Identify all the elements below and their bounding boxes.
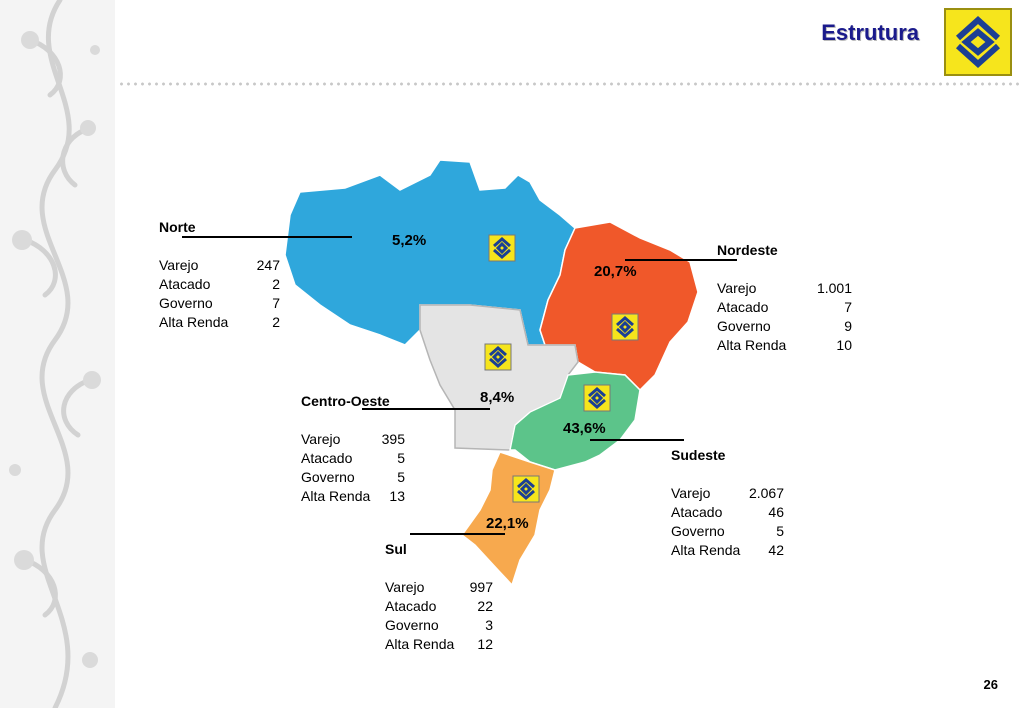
region-block-nordeste: Nordeste Varejo 1.001 Atacado 7 Governo 9 A…	[717, 241, 852, 355]
banco-do-brasil-marker-icon	[511, 474, 541, 504]
banco-do-brasil-marker-icon	[483, 342, 513, 372]
list-item: Varejo 997	[385, 579, 493, 595]
region-block-norte: Norte Varejo 247 Atacado 2 Governo 7 Alta R…	[159, 218, 280, 332]
list-item: Governo 9	[717, 318, 852, 334]
list-item: Varejo 395	[301, 431, 405, 447]
banco-do-brasil-marker-icon	[582, 383, 612, 413]
list-item: Varejo 247	[159, 257, 280, 273]
list-item: Alta Renda 2	[159, 314, 280, 330]
share-label-sul: 22,1%	[486, 515, 529, 532]
list-item: Atacado 7	[717, 299, 852, 315]
dotted-divider	[118, 82, 1023, 86]
list-item: Varejo 2.067	[671, 485, 784, 501]
list-item: Governo 5	[301, 469, 405, 485]
list-item: Alta Renda 13	[301, 488, 405, 504]
region-block-sudeste: Sudeste Varejo 2.067 Atacado 46 Governo 5 A…	[671, 446, 784, 560]
share-label-norte: 5,2%	[392, 232, 427, 249]
floral-ornament	[0, 0, 115, 708]
list-item: Atacado 2	[159, 276, 280, 292]
list-item: Alta Renda 10	[717, 337, 852, 353]
region-name: Sudeste	[671, 447, 726, 463]
list-item: Atacado 22	[385, 598, 493, 614]
page-title: Estrutura	[821, 20, 919, 45]
list-item: Atacado 5	[301, 450, 405, 466]
list-item: Governo 7	[159, 295, 280, 311]
share-label-centro-oeste: 8,4%	[480, 389, 515, 406]
list-item: Varejo 1.001	[717, 280, 852, 296]
list-item: Governo 5	[671, 523, 784, 539]
banco-do-brasil-marker-icon	[487, 233, 517, 263]
region-name: Nordeste	[717, 242, 778, 258]
share-label-sudeste: 43,6%	[563, 420, 606, 437]
share-label-nordeste: 20,7%	[594, 263, 637, 280]
banco-do-brasil-marker-icon	[610, 312, 640, 342]
region-name: Sul	[385, 541, 407, 557]
region-block-centro-oeste: Centro-Oeste Varejo 395 Atacado 5 Governo 5…	[301, 392, 405, 506]
list-item: Alta Renda 42	[671, 542, 784, 558]
list-item: Alta Renda 12	[385, 636, 493, 652]
list-item: Governo 3	[385, 617, 493, 633]
region-name: Centro-Oeste	[301, 393, 390, 409]
banco-do-brasil-logo-icon	[944, 8, 1012, 76]
leader-lines	[182, 236, 737, 535]
region-block-sul: Sul Varejo 997 Atacado 22 Governo 3 Alta Re…	[385, 540, 493, 654]
region-name: Norte	[159, 219, 196, 235]
list-item: Atacado 46	[671, 504, 784, 520]
page-number: 26	[983, 677, 998, 692]
